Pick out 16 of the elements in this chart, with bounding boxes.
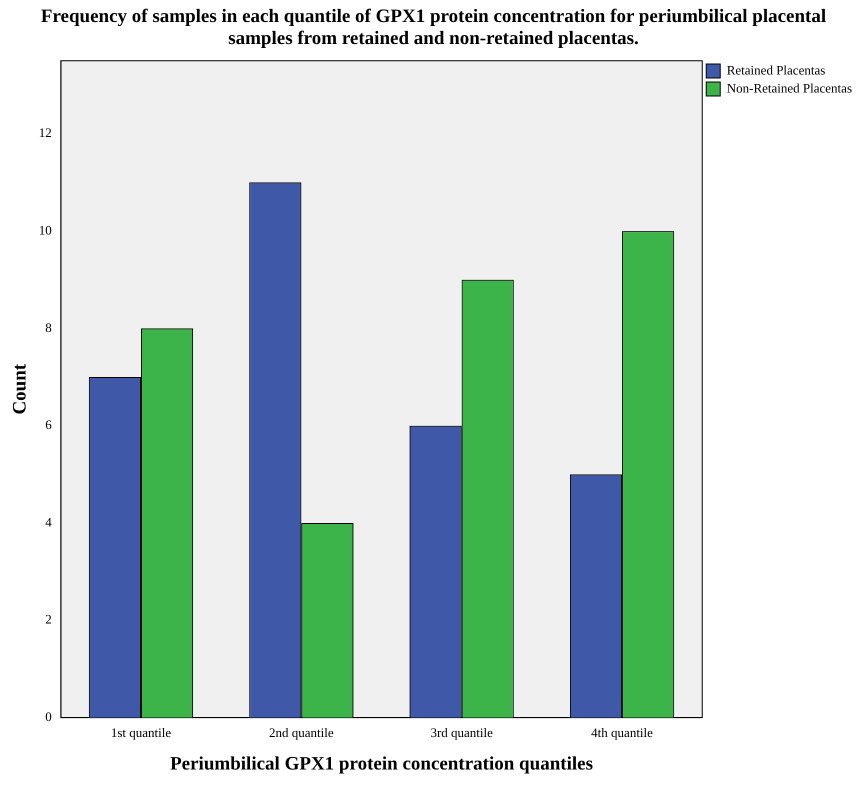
y-axis-title: Count (9, 363, 30, 415)
x-tick-label: 4th quantile (591, 724, 654, 740)
y-tick-label: 4 (45, 514, 52, 530)
y-tick-label: 12 (38, 125, 52, 140)
y-tick-label: 0 (45, 709, 52, 724)
y-tick-label: 2 (45, 612, 52, 627)
legend-label: Retained Placentas (726, 62, 826, 78)
x-tick-label: 3rd quantile (430, 724, 494, 740)
y-tick-label: 10 (38, 222, 52, 238)
chart-title: Frequency of samples in each quantile of GPX1 protein concentration for periumbilical placental samples from retained and non-retained placentas. (40, 6, 828, 50)
y-tick-label: 6 (45, 417, 52, 432)
x-axis-title: Periumbilical GPX1 protein concentration quantiles (170, 754, 593, 775)
y-tick-label: 8 (45, 320, 52, 335)
x-tick-label: 1st quantile (110, 724, 172, 740)
legend-label: Non-Retained Placentas (726, 80, 852, 96)
x-tick-label: 2nd quantile (269, 724, 334, 740)
